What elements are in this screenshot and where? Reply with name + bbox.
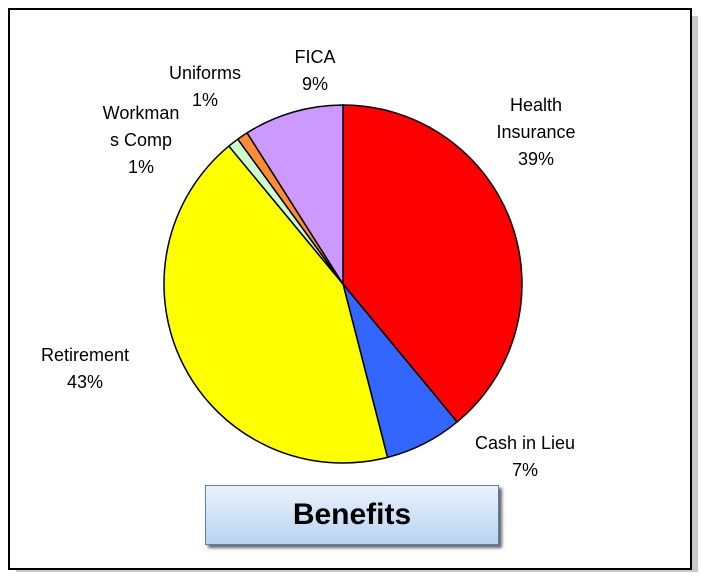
category-label: Workmans Comp xyxy=(102,103,180,150)
value-label: 43% xyxy=(66,372,104,392)
pie-slice xyxy=(342,104,523,423)
pie-slice xyxy=(246,104,344,287)
category-label: FICA xyxy=(294,47,336,67)
value-label: 1% xyxy=(191,90,218,110)
category-label: Uniforms xyxy=(168,63,241,83)
value-label: 39% xyxy=(517,149,555,169)
slice-label: FICA 9% xyxy=(270,44,360,98)
pie-slice xyxy=(163,145,389,464)
slice-label: Workmans Comp 1% xyxy=(100,100,182,181)
category-label: Cash in Lieu xyxy=(474,433,576,453)
slice-label: Retirement 43% xyxy=(30,342,140,396)
slice-label: Health Insurance 39% xyxy=(476,92,596,173)
chart-title: Benefits xyxy=(205,485,499,545)
slice-label: Cash in Lieu 7% xyxy=(470,430,580,484)
category-label: Retirement xyxy=(40,345,130,365)
value-label: 1% xyxy=(127,157,154,177)
value-label: 7% xyxy=(511,460,538,480)
value-label: 9% xyxy=(301,74,328,94)
category-label: Health Insurance xyxy=(496,95,576,142)
slice-label: Uniforms 1% xyxy=(160,60,250,114)
